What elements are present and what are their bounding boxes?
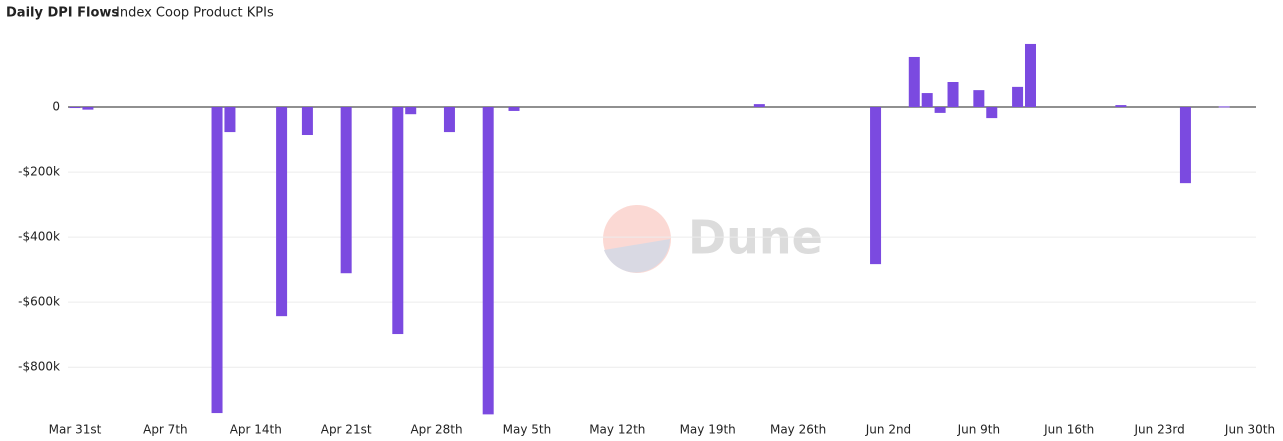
bar (947, 82, 959, 108)
bar (973, 90, 985, 108)
x-tick-label: Jun 2nd (865, 423, 911, 437)
bar (508, 107, 520, 111)
bar (870, 107, 882, 265)
bar (301, 107, 313, 136)
bar (921, 93, 933, 108)
bar (69, 107, 81, 109)
x-tick-label: May 12th (589, 423, 645, 437)
bar (986, 107, 998, 119)
bar (482, 107, 494, 415)
y-tick-label: 0 (52, 100, 60, 114)
bar (1179, 107, 1191, 184)
y-tick-label: -$400k (18, 230, 60, 244)
bar (340, 107, 352, 274)
x-tick-label: May 5th (503, 423, 552, 437)
y-tick-label: -$800k (18, 360, 60, 374)
bar (276, 107, 288, 317)
bar (211, 107, 223, 414)
bar (1012, 86, 1024, 108)
x-tick-label: Mar 31st (49, 423, 102, 437)
bar (1115, 105, 1127, 108)
y-tick-label: -$600k (18, 295, 60, 309)
x-tick-label: Jun 9th (957, 423, 1001, 437)
watermark-logo-part (604, 239, 670, 273)
bar (1218, 106, 1230, 108)
x-tick-label: Apr 7th (143, 423, 188, 437)
x-tick-label: Apr 14th (230, 423, 282, 437)
bar (82, 107, 94, 110)
x-tick-label: Apr 28th (410, 423, 462, 437)
x-tick-label: Jun 30th (1224, 423, 1275, 437)
x-tick-label: May 26th (770, 423, 826, 437)
bar (224, 107, 236, 133)
bar (934, 107, 946, 113)
bar (908, 56, 920, 108)
watermark: Dune (603, 205, 823, 273)
x-tick-label: May 19th (680, 423, 736, 437)
bar (392, 107, 404, 335)
x-tick-label: Jun 16th (1043, 423, 1094, 437)
bar (443, 107, 455, 133)
bar (405, 107, 417, 115)
x-tick-label: Jun 23rd (1134, 423, 1185, 437)
bar (753, 104, 765, 108)
chart-subtitle: Index Coop Product KPIs (116, 6, 274, 21)
y-tick-label: -$200k (18, 165, 60, 179)
bar (1024, 43, 1036, 108)
x-tick-label: Apr 21st (321, 423, 372, 437)
chart-title: Daily DPI Flows (6, 6, 119, 21)
